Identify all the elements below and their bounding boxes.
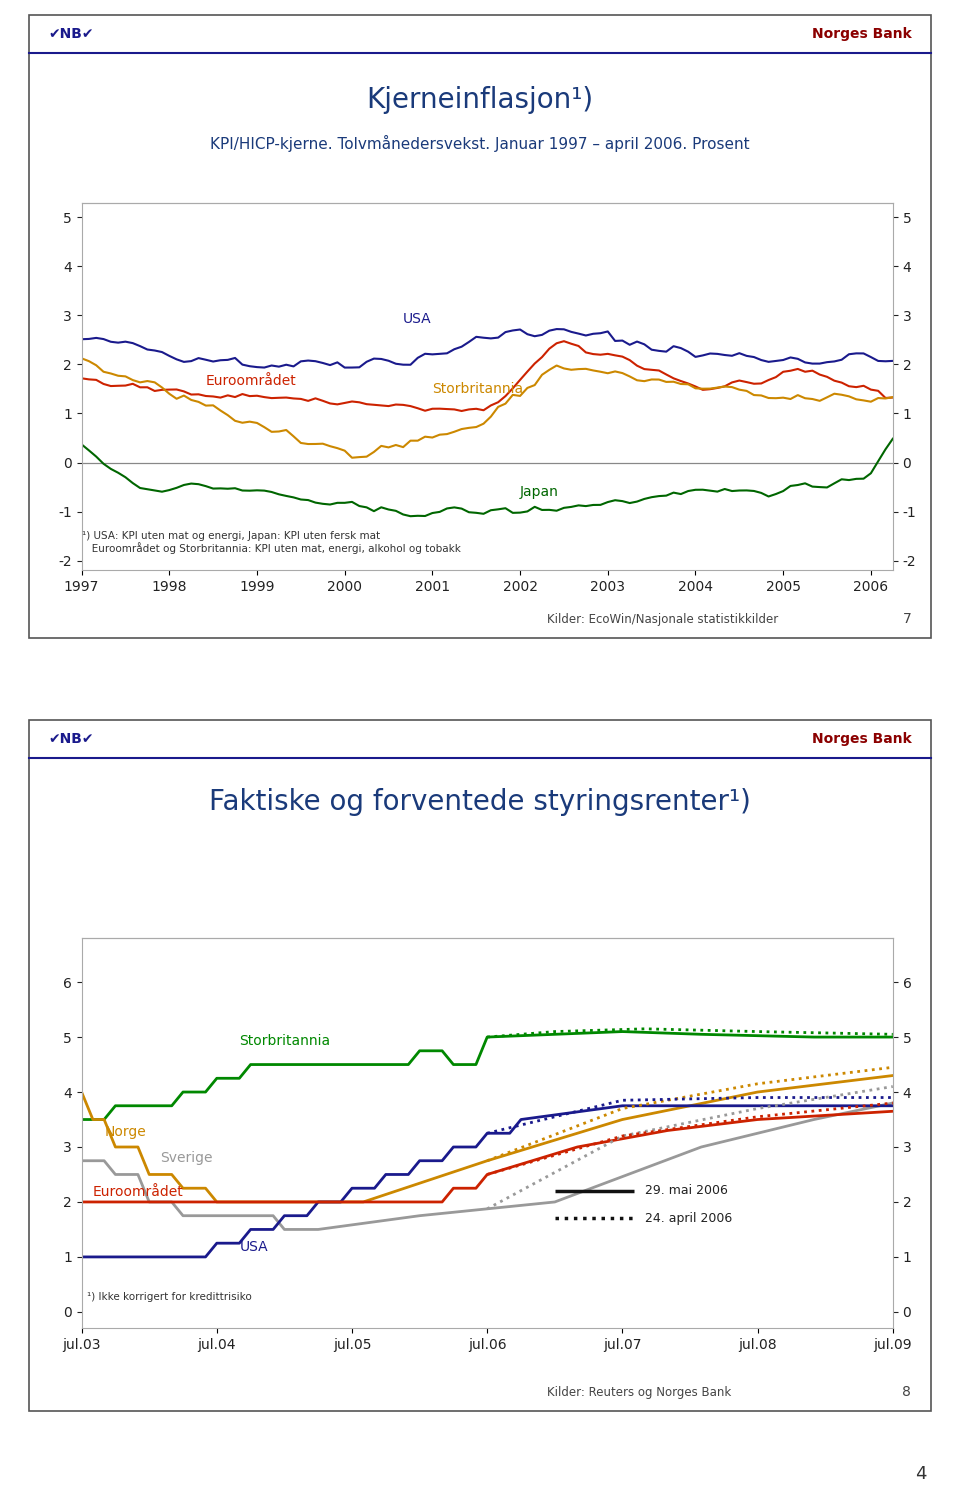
Text: Euroområdet: Euroområdet	[205, 374, 297, 389]
Text: Storbritannia: Storbritannia	[432, 381, 523, 396]
Text: Euroområdet: Euroområdet	[93, 1186, 183, 1199]
Text: Faktiske og forventede styringsrenter¹): Faktiske og forventede styringsrenter¹)	[209, 788, 751, 817]
Text: 24. april 2006: 24. april 2006	[645, 1211, 732, 1225]
Text: Storbritannia: Storbritannia	[239, 1034, 330, 1048]
Text: ¹) Ikke korrigert for kredittrisiko: ¹) Ikke korrigert for kredittrisiko	[87, 1292, 252, 1301]
Text: Norge: Norge	[104, 1126, 146, 1139]
Text: Kilder: Reuters og Norges Bank: Kilder: Reuters og Norges Bank	[547, 1385, 732, 1399]
Text: 29. mai 2006: 29. mai 2006	[645, 1184, 728, 1198]
Text: Kjerneinflasjon¹): Kjerneinflasjon¹)	[367, 86, 593, 114]
Text: Norges Bank: Norges Bank	[812, 27, 912, 41]
Text: ✔NB✔: ✔NB✔	[48, 732, 93, 746]
Text: 4: 4	[915, 1465, 926, 1483]
Text: 7: 7	[902, 612, 911, 626]
Text: USA: USA	[403, 312, 432, 326]
Text: ✔NB✔: ✔NB✔	[48, 27, 93, 41]
Text: ¹) USA: KPI uten mat og energi, Japan: KPI uten fersk mat: ¹) USA: KPI uten mat og energi, Japan: K…	[82, 530, 380, 540]
Text: Euroområdet og Storbritannia: KPI uten mat, energi, alkohol og tobakk: Euroområdet og Storbritannia: KPI uten m…	[82, 542, 461, 554]
Text: KPI/HICP-kjerne. Tolvmånedersvekst. Januar 1997 – april 2006. Prosent: KPI/HICP-kjerne. Tolvmånedersvekst. Janu…	[210, 135, 750, 152]
Text: Kilder: EcoWin/Nasjonale statistikkilder: Kilder: EcoWin/Nasjonale statistikkilder	[547, 612, 779, 626]
Text: Japan: Japan	[520, 485, 559, 498]
Text: USA: USA	[239, 1240, 268, 1255]
Text: Sverige: Sverige	[160, 1151, 213, 1165]
Text: 8: 8	[902, 1385, 911, 1399]
Text: Norges Bank: Norges Bank	[812, 732, 912, 746]
